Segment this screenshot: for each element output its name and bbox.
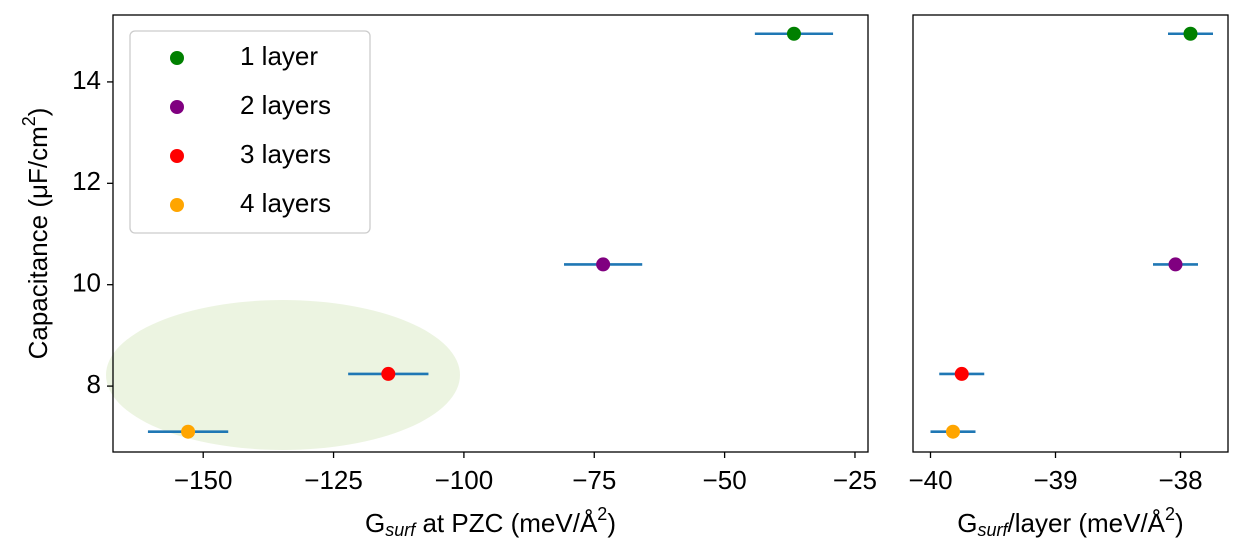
legend-label: 1 layer xyxy=(240,41,318,71)
legend-label: 2 layers xyxy=(240,90,331,120)
x-axis-label: Gsurf/layer (meV/Å2) xyxy=(957,504,1183,540)
x-axis-label-part: 2 xyxy=(597,504,607,524)
x-axis-label-part: ) xyxy=(1175,508,1184,538)
x-tick-label: −125 xyxy=(304,465,363,495)
legend-label: 4 layers xyxy=(240,188,331,218)
x-axis-label: Gsurf at PZC (meV/Å2) xyxy=(365,504,616,540)
x-axis-label-part: surf xyxy=(978,520,1010,540)
y-tick-label: 8 xyxy=(87,369,101,399)
x-axis-label-part: G xyxy=(957,508,977,538)
x-tick-label: −75 xyxy=(572,465,616,495)
y-tick-label: 10 xyxy=(72,268,101,298)
x-axis-label-part: surf xyxy=(385,520,417,540)
legend-marker xyxy=(170,198,184,212)
x-axis-label-part: ) xyxy=(607,508,616,538)
point xyxy=(1168,257,1183,272)
x-tick-label: −100 xyxy=(435,465,494,495)
legend-box xyxy=(129,30,371,234)
x-tick-label: −40 xyxy=(908,465,952,495)
point xyxy=(1183,26,1198,41)
y-axis-label-part: ) xyxy=(23,108,53,117)
x-axis-label-part: at PZC (meV/Å xyxy=(415,508,598,538)
x-tick-label: −38 xyxy=(1158,465,1202,495)
highlight-ellipse xyxy=(106,300,460,450)
plot-frame xyxy=(112,14,869,453)
x-tick-label: −50 xyxy=(703,465,747,495)
legend-label: 3 layers xyxy=(240,139,331,169)
point xyxy=(381,366,396,381)
y-tick-label: 14 xyxy=(72,65,101,95)
x-axis-label-part: G xyxy=(365,508,385,538)
point xyxy=(954,366,969,381)
x-axis-label-part: /layer (meV/Å xyxy=(1008,508,1166,538)
x-tick-label: −39 xyxy=(1033,465,1077,495)
point xyxy=(946,424,960,439)
plot-frame xyxy=(912,14,1229,453)
y-axis-label: Capacitance (μF/cm2) xyxy=(19,108,53,360)
x-tick-label: −25 xyxy=(833,465,877,495)
x-axis-label-part: 2 xyxy=(1165,504,1175,524)
y-axis-label-part: 2 xyxy=(19,116,39,126)
point xyxy=(181,424,196,439)
point xyxy=(786,26,801,41)
legend-marker xyxy=(170,100,184,114)
legend-marker xyxy=(170,51,184,65)
point xyxy=(596,257,611,272)
legend-marker xyxy=(170,149,184,163)
y-tick-label: 12 xyxy=(72,166,101,196)
x-tick-label: −150 xyxy=(174,465,233,495)
y-axis-label-part: Capacitance (μF/cm xyxy=(23,126,53,359)
